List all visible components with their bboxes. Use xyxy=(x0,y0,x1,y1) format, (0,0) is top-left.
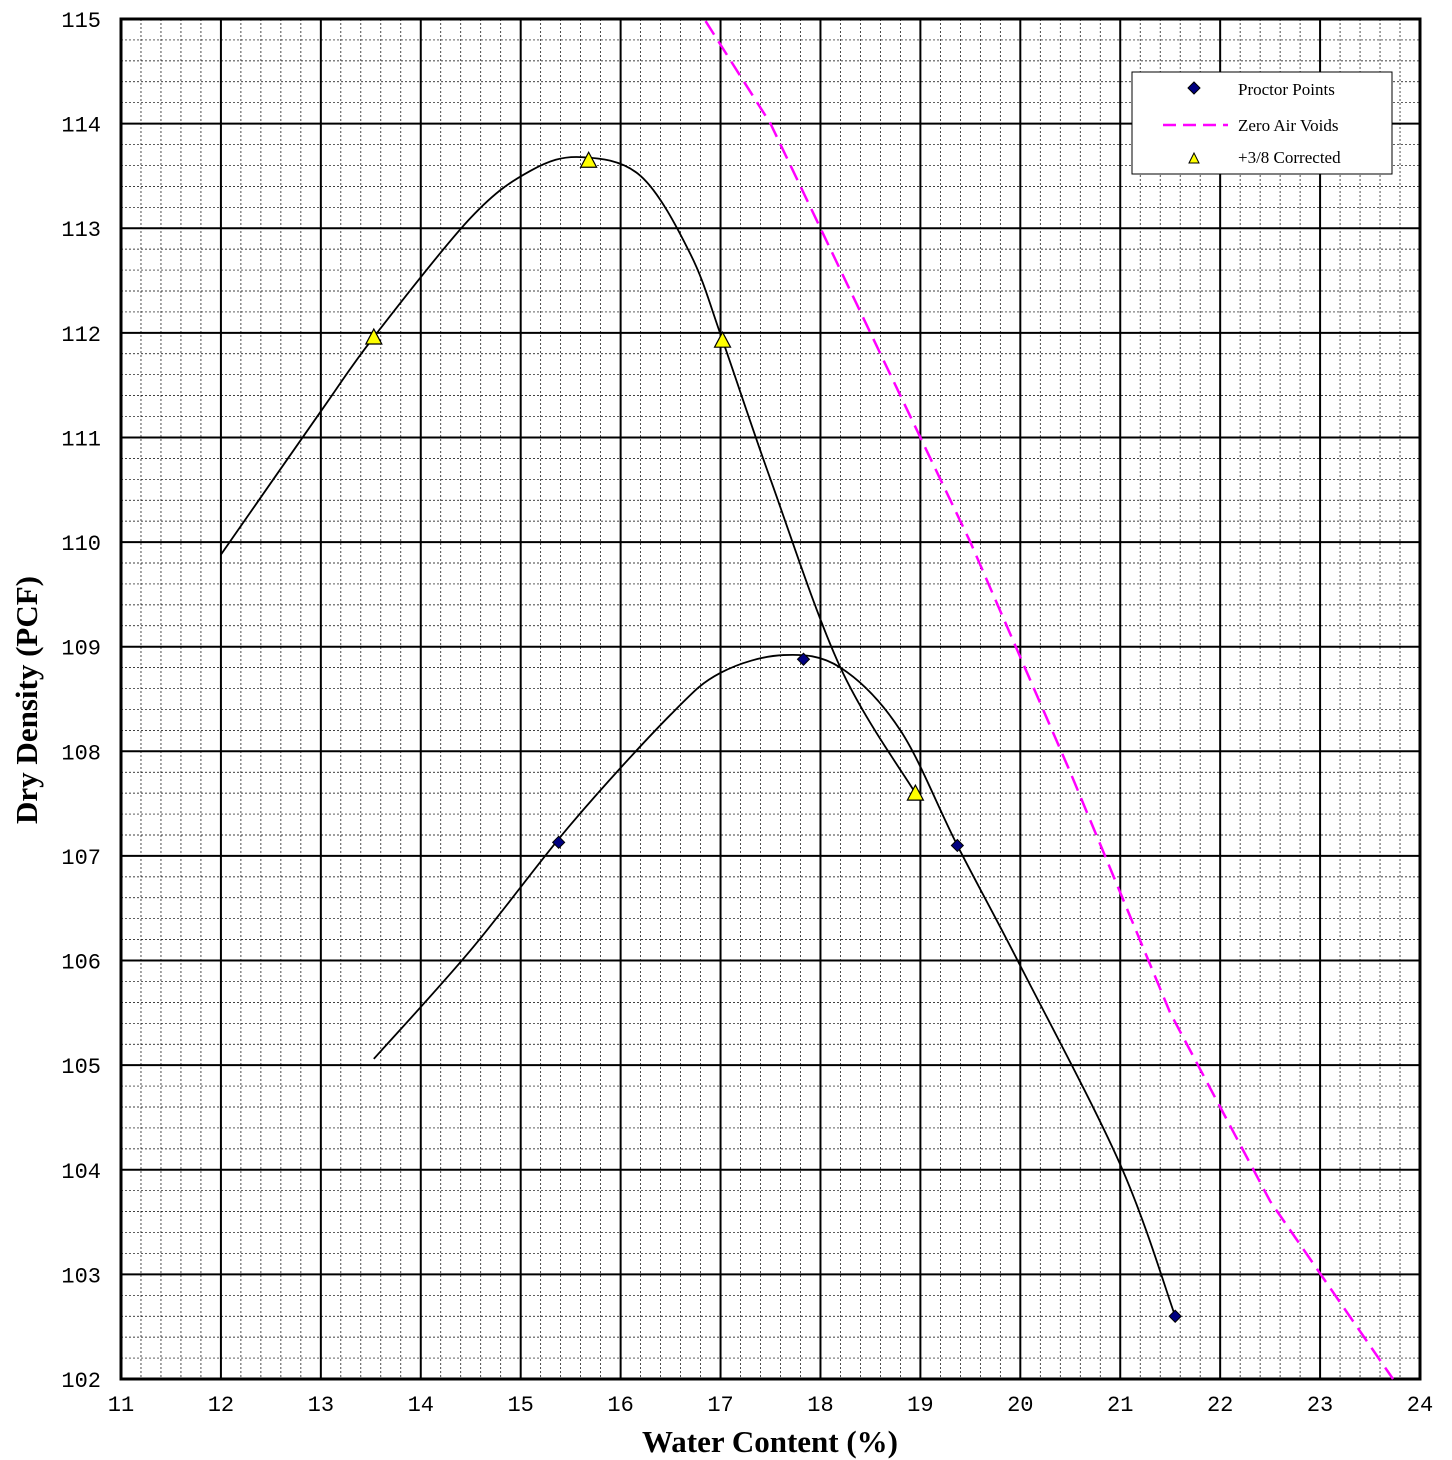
y-tick-label: 114 xyxy=(61,114,101,139)
y-tick-label: 105 xyxy=(61,1055,101,1080)
x-tick-label: 12 xyxy=(208,1393,234,1418)
x-tick-label: 15 xyxy=(507,1393,533,1418)
corrected-point-marker xyxy=(579,150,598,168)
corrected-point-marker xyxy=(713,330,732,348)
fit-curve-series-0 xyxy=(373,653,1177,1317)
fit-curve-series-2 xyxy=(220,156,917,794)
y-tick-label: 109 xyxy=(61,637,101,662)
y-tick-label: 104 xyxy=(61,1160,101,1185)
x-tick-label: 21 xyxy=(1107,1393,1133,1418)
fit-curves xyxy=(220,156,1177,1317)
legend-box xyxy=(1131,71,1393,175)
legend-marker-corrected xyxy=(1188,151,1200,164)
x-tick-label: 13 xyxy=(308,1393,334,1418)
y-tick-label: 110 xyxy=(61,532,101,557)
proctor-point-marker xyxy=(950,838,965,853)
y-tick-label: 103 xyxy=(61,1264,101,1289)
legend: Proctor Points Zero Air Voids +3/8 Corre… xyxy=(1131,71,1393,175)
y-tick-label: 102 xyxy=(61,1369,101,1394)
major-gridlines xyxy=(121,19,1420,1379)
y-tick-label: 106 xyxy=(61,951,101,976)
y-tick-label: 113 xyxy=(61,218,101,243)
y-tick-label: 115 xyxy=(61,9,101,34)
y-tick-label: 112 xyxy=(61,323,101,348)
x-tick-label: 14 xyxy=(408,1393,434,1418)
x-tick-label: 11 xyxy=(108,1393,134,1418)
proctor-point-marker xyxy=(1168,1309,1182,1323)
proctor-point-marker xyxy=(551,835,566,850)
proctor-point-marker xyxy=(796,652,811,666)
zero-air-voids-line-group xyxy=(704,20,1395,1380)
y-axis-tick-labels: 102 103 104 105 106 107 108 109 110 111 112 113 114 1… xyxy=(61,9,101,1394)
legend-label-corrected: +3/8 Corrected xyxy=(1238,148,1341,167)
x-tick-label: 19 xyxy=(907,1393,933,1418)
legend-label-zero-air-voids: Zero Air Voids xyxy=(1238,116,1338,135)
legend-marker-proctor-points xyxy=(1187,81,1201,95)
zero-air-voids-line xyxy=(704,20,1395,1380)
plot-area-border xyxy=(119,17,1422,1381)
x-tick-label: 23 xyxy=(1307,1393,1333,1418)
x-tick-label: 22 xyxy=(1207,1393,1233,1418)
corrected-point-marker xyxy=(364,327,383,345)
x-tick-label: 18 xyxy=(807,1393,833,1418)
data-markers xyxy=(364,150,1182,1323)
corrected-point-marker xyxy=(906,783,925,801)
legend-label-proctor-points: Proctor Points xyxy=(1238,80,1335,99)
x-tick-label: 17 xyxy=(707,1393,733,1418)
x-tick-label: 24 xyxy=(1407,1393,1433,1418)
x-tick-label: 16 xyxy=(607,1393,633,1418)
y-axis-title: Dry Density (PCF) xyxy=(9,576,44,824)
x-axis-title: Water Content (%) xyxy=(642,1424,898,1459)
minor-gridlines xyxy=(121,19,1420,1379)
x-axis-tick-labels: 11 12 13 14 15 16 17 18 19 20 21 22 23 24 xyxy=(108,1393,1433,1418)
y-tick-label: 108 xyxy=(61,741,101,766)
y-tick-label: 111 xyxy=(61,427,101,452)
x-tick-label: 20 xyxy=(1007,1393,1033,1418)
y-tick-label: 107 xyxy=(61,846,101,871)
